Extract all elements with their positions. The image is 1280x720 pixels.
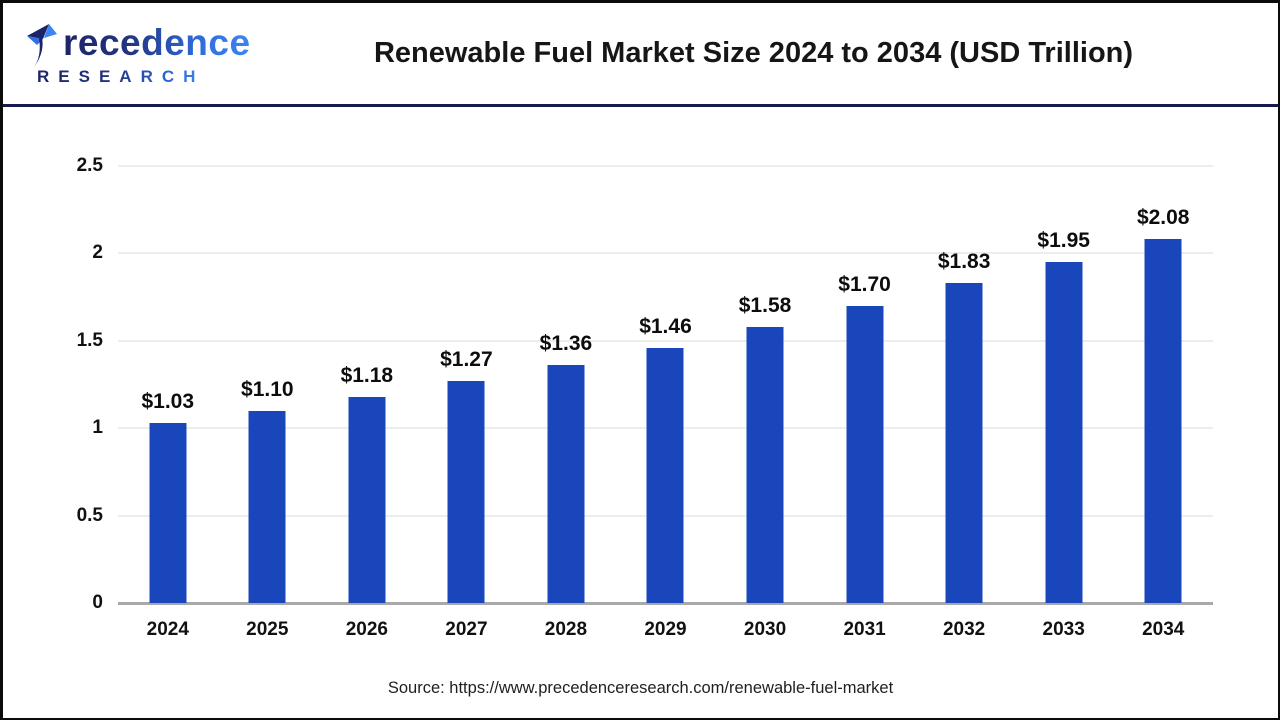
- y-tick-label-0: 0: [92, 592, 103, 613]
- x-tick-slot-2031: 2031: [815, 615, 915, 645]
- header: recedence RESEARCH Renewable Fuel Market…: [3, 3, 1278, 107]
- bar-group-2028: $1.36: [516, 166, 616, 603]
- bar-value-label-2029: $1.46: [639, 314, 692, 338]
- precedence-research-logo: recedence RESEARCH: [3, 21, 255, 87]
- x-tick-label-2024: 2024: [146, 619, 189, 640]
- bar-2025: [248, 410, 286, 603]
- gridline-2.5: [118, 165, 1213, 167]
- chart-region: 0 0.5 1 1.5 2 2.5 $1.03 $1.10 $1.18 $1.27 $1.36 $1…: [3, 110, 1278, 718]
- chart-title: Renewable Fuel Market Size 2024 to 2034 …: [373, 37, 1134, 69]
- logo-top-row: recedence: [23, 21, 251, 69]
- x-tick-slot-2030: 2030: [715, 615, 815, 645]
- bar-group-2029: $1.46: [616, 166, 716, 603]
- bar-group-2034: $2.08: [1113, 166, 1213, 603]
- bar-2034: [1144, 239, 1182, 603]
- bar-value-label-2027: $1.27: [440, 348, 493, 372]
- bar-value-label-2024: $1.03: [141, 389, 195, 413]
- bar-value-label-2026: $1.18: [340, 363, 394, 387]
- x-axis-tick-labels: 2024 2025 2026 2027 2028 2029 2030 2031 2032 2033…: [118, 615, 1213, 645]
- x-tick-label-2026: 2026: [345, 619, 388, 640]
- bar-group-2025: $1.10: [218, 166, 318, 603]
- bar-group-2033: $1.95: [1014, 166, 1114, 603]
- logo-subtitle: RESEARCH: [37, 66, 205, 86]
- bar-2032: [945, 283, 983, 603]
- x-tick-label-2028: 2028: [544, 619, 588, 640]
- source-citation: Source: https://www.precedenceresearch.c…: [387, 679, 894, 697]
- x-tick-slot-2034: 2034: [1113, 615, 1213, 645]
- bar-value-label-2030: $1.58: [738, 293, 792, 317]
- y-tick-label-0.5: 0.5: [76, 504, 103, 526]
- bar-group-2031: $1.70: [815, 166, 915, 603]
- bar-2024: [149, 422, 187, 603]
- bar-group-2030: $1.58: [715, 166, 815, 603]
- x-tick-label-2027: 2027: [445, 619, 488, 640]
- x-tick-label-2025: 2025: [246, 619, 289, 640]
- bar-value-label-2033: $1.95: [1037, 229, 1090, 253]
- bar-group-2024: $1.03: [118, 166, 218, 603]
- x-tick-label-2031: 2031: [843, 619, 886, 640]
- bar-2027: [447, 381, 485, 603]
- x-tick-slot-2025: 2025: [218, 615, 318, 645]
- y-tick-label-1: 1: [92, 417, 103, 439]
- bar-value-label-2034: $2.08: [1136, 206, 1190, 230]
- y-tick-label-1.5: 1.5: [76, 329, 103, 351]
- bar-2031: [846, 305, 884, 603]
- bar-value-label-2025: $1.10: [241, 377, 294, 401]
- bar-value-label-2031: $1.70: [838, 272, 891, 296]
- x-tick-slot-2032: 2032: [914, 615, 1014, 645]
- chart-plot-area: $1.03 $1.10 $1.18 $1.27 $1.36 $1.46 $1.58 $1.70…: [118, 165, 1213, 605]
- x-tick-label-2030: 2030: [743, 619, 787, 640]
- bar-group-2032: $1.83: [914, 166, 1014, 603]
- x-tick-label-2032: 2032: [942, 619, 986, 640]
- bar-2033: [1045, 262, 1083, 603]
- x-tick-label-2034: 2034: [1142, 619, 1185, 640]
- x-tick-slot-2024: 2024: [118, 615, 218, 645]
- gridline-2: [118, 252, 1213, 255]
- bar-2029: [646, 347, 684, 603]
- x-tick-slot-2029: 2029: [616, 615, 716, 645]
- x-tick-slot-2028: 2028: [516, 615, 616, 645]
- bar-2026: [348, 396, 386, 603]
- gridline-1.5: [118, 339, 1213, 342]
- bar-2030: [746, 326, 784, 603]
- y-tick-label-2.5: 2.5: [76, 155, 103, 176]
- y-tick-label-2: 2: [92, 242, 103, 264]
- x-tick-slot-2033: 2033: [1014, 615, 1114, 645]
- x-tick-slot-2026: 2026: [317, 615, 417, 645]
- bar-value-label-2028: $1.36: [539, 332, 593, 356]
- bar-value-label-2032: $1.83: [937, 250, 991, 274]
- x-tick-label-2033: 2033: [1042, 619, 1085, 640]
- bar-group-2026: $1.18: [317, 166, 417, 603]
- logo-wordmark: recedence: [63, 21, 251, 63]
- y-axis-tick-labels: 0 0.5 1 1.5 2 2.5: [3, 155, 103, 613]
- x-axis-line: [118, 602, 1213, 605]
- paper-plane-logo-icon: [27, 23, 57, 68]
- x-tick-slot-2027: 2027: [417, 615, 517, 645]
- x-tick-label-2029: 2029: [644, 619, 687, 640]
- bar-group-2027: $1.27: [417, 166, 517, 603]
- bar-2028: [547, 365, 585, 603]
